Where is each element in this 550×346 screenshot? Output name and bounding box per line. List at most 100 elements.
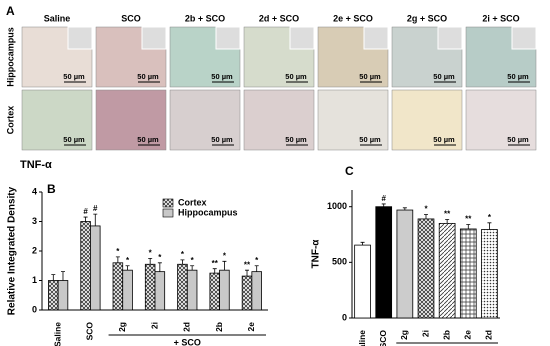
y-tick-label: 4 <box>32 186 37 196</box>
y-tick-label: 0 <box>342 312 347 322</box>
inset <box>511 26 537 50</box>
x-tick-label: 2e <box>246 322 256 332</box>
micrograph <box>243 89 315 151</box>
error-bar <box>222 260 227 271</box>
bar <box>354 244 371 319</box>
caption: TNF-α <box>20 159 52 171</box>
significance-marker: * <box>126 256 130 265</box>
error-bar <box>148 257 153 265</box>
panel-label: A <box>6 4 15 18</box>
panel-label: B <box>47 182 56 196</box>
error-bar <box>245 269 250 277</box>
scale-bar-label: 50 µm <box>507 72 529 81</box>
scale-bar-label: 50 µm <box>137 135 159 144</box>
x-tick-label: Saline <box>357 330 367 346</box>
column-label: 2g + SCO <box>407 13 447 23</box>
scale-bar-label: 50 µm <box>433 135 455 144</box>
bar <box>375 206 393 319</box>
scale-bar-label: 50 µm <box>285 135 307 144</box>
significance-marker: * <box>223 251 227 260</box>
bar <box>57 280 69 311</box>
significance-marker: ** <box>244 260 251 269</box>
micrograph <box>391 89 463 151</box>
scale-bar-label: 50 µm <box>63 135 85 144</box>
significance-marker: * <box>181 250 185 259</box>
inset <box>215 26 241 50</box>
inset <box>437 26 463 50</box>
y-tick-label: 500 <box>332 257 347 267</box>
micrograph <box>169 89 241 151</box>
significance-marker: * <box>149 248 153 257</box>
x-tick-label: 2g <box>399 330 409 340</box>
row-label: Cortex <box>5 106 15 135</box>
bar <box>251 271 262 311</box>
bar <box>122 269 133 311</box>
y-tick-label: 2 <box>32 245 37 255</box>
significance-marker: ** <box>465 215 472 224</box>
bar <box>417 218 435 319</box>
error-bar <box>212 268 217 274</box>
legend-swatch <box>162 198 174 208</box>
error-bar <box>254 265 259 272</box>
column-label: 2b + SCO <box>185 13 225 23</box>
x-tick-label: 2i <box>420 330 430 337</box>
inset <box>67 26 93 50</box>
micrograph <box>95 89 167 151</box>
column-label: 2i + SCO <box>482 13 519 23</box>
bar <box>209 272 220 311</box>
x-tick-label: 2e <box>463 330 473 340</box>
y-axis-label: TNF-α <box>311 239 322 269</box>
scale-bar-label: 50 µm <box>359 72 381 81</box>
error-bar <box>60 271 65 281</box>
scale-bar-label: 50 µm <box>285 72 307 81</box>
significance-marker: * <box>255 256 259 265</box>
bar <box>241 275 253 311</box>
error-bar <box>125 265 130 271</box>
significance-marker: * <box>158 253 162 262</box>
scale-bar-label: 50 µm <box>211 135 233 144</box>
scale-bar-label: 50 µm <box>137 72 159 81</box>
bar <box>438 222 456 319</box>
inset <box>363 26 389 50</box>
bar <box>112 262 124 311</box>
inset <box>141 26 167 50</box>
scale-bar-label: 50 µm <box>507 135 529 144</box>
error-bar <box>402 207 407 211</box>
y-axis-label: Relative Integrated Density <box>7 186 18 315</box>
bar <box>177 263 188 311</box>
significance-marker: ** <box>444 210 451 219</box>
inset <box>289 26 315 50</box>
micrograph <box>317 89 389 151</box>
significance-marker: # <box>381 194 386 203</box>
panel-label: C <box>345 164 354 178</box>
micrograph <box>21 89 93 151</box>
significance-marker: * <box>424 205 428 214</box>
bar <box>144 263 156 311</box>
legend-label: Hippocampus <box>178 207 238 217</box>
y-tick-label: 1 <box>32 275 37 285</box>
error-bar <box>466 224 471 229</box>
y-tick-label: 1000 <box>327 201 347 211</box>
scale-bar-label: 50 µm <box>433 72 455 81</box>
micrograph <box>465 89 537 151</box>
error-bar <box>445 219 450 224</box>
x-tick-label: Saline <box>52 322 62 346</box>
column-label: Saline <box>44 13 71 23</box>
significance-marker: * <box>116 247 120 256</box>
bar <box>481 229 498 319</box>
error-bar <box>115 256 120 263</box>
error-bar <box>157 262 162 272</box>
error-bar <box>424 214 428 219</box>
x-tick-label: 2d <box>484 330 494 340</box>
bar <box>154 271 166 311</box>
error-bar <box>190 265 195 271</box>
bar <box>219 269 230 311</box>
row-label: Hippocampus <box>5 27 15 87</box>
bar <box>459 228 477 319</box>
error-bar <box>180 259 185 265</box>
scale-bar-label: 50 µm <box>211 72 233 81</box>
significance-marker: # <box>93 204 98 213</box>
group-label: + SCO <box>174 337 201 346</box>
x-tick-label: SCO <box>378 330 388 346</box>
legend-swatch <box>162 208 174 218</box>
